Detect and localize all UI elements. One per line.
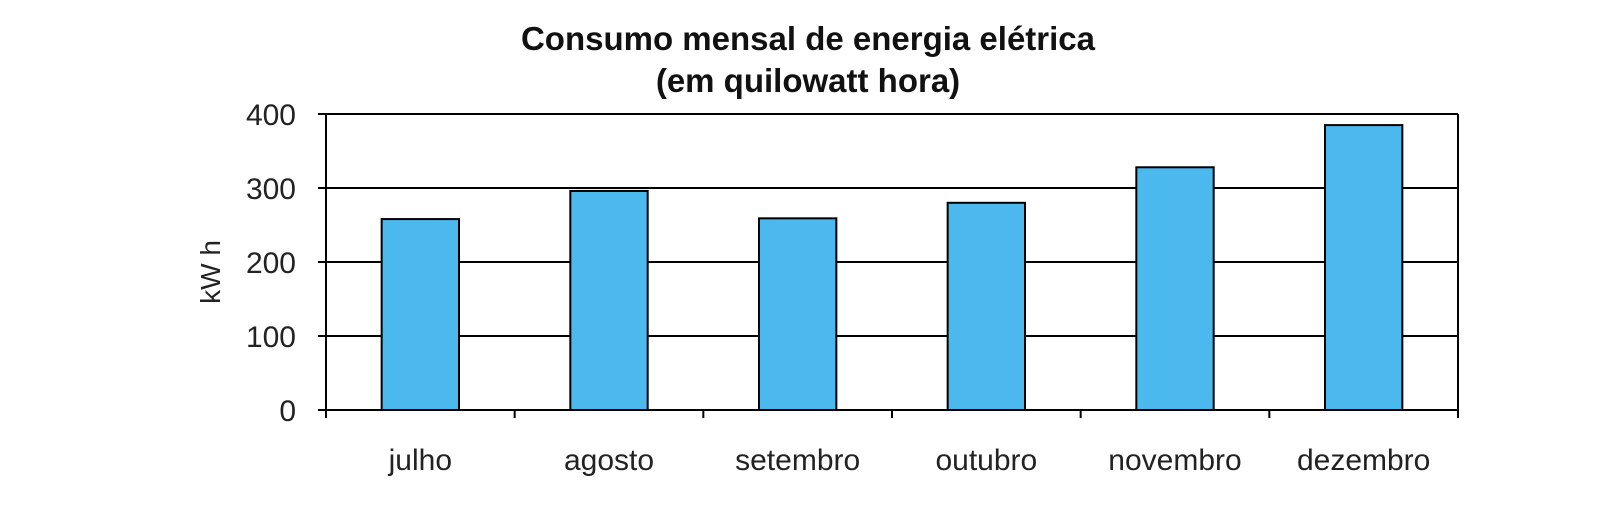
bars bbox=[380, 124, 1404, 411]
bar-dezembro bbox=[1323, 124, 1404, 411]
x-tick-label: novembro bbox=[1108, 444, 1241, 477]
x-tick-label: dezembro bbox=[1297, 444, 1430, 477]
bar-outubro bbox=[946, 201, 1027, 411]
bar-julho bbox=[380, 218, 461, 411]
x-tick-label: agosto bbox=[564, 444, 654, 477]
gridlines bbox=[326, 113, 1458, 337]
y-tick-label: 100 bbox=[246, 321, 296, 354]
chart-title: Consumo mensal de energia elétrica bbox=[521, 20, 1096, 57]
chart-subtitle: (em quilowatt hora) bbox=[656, 62, 960, 99]
y-tick-label: 400 bbox=[246, 99, 296, 132]
axes bbox=[318, 113, 1459, 418]
bar-setembro bbox=[757, 217, 838, 411]
tick-labels: 0 100 200 300 400 julho agosto setembro outubro n… bbox=[246, 99, 1430, 477]
y-tick-label: 200 bbox=[246, 247, 296, 280]
y-axis-label: kW h bbox=[195, 240, 226, 304]
y-tick-label: 0 bbox=[279, 395, 296, 428]
bar-novembro bbox=[1135, 166, 1215, 411]
x-tick-label: outubro bbox=[935, 444, 1037, 477]
bar-agosto bbox=[569, 189, 649, 411]
x-tick-label: julho bbox=[388, 444, 452, 477]
x-tick-label: setembro bbox=[735, 444, 860, 477]
y-tick-label: 300 bbox=[246, 173, 296, 206]
